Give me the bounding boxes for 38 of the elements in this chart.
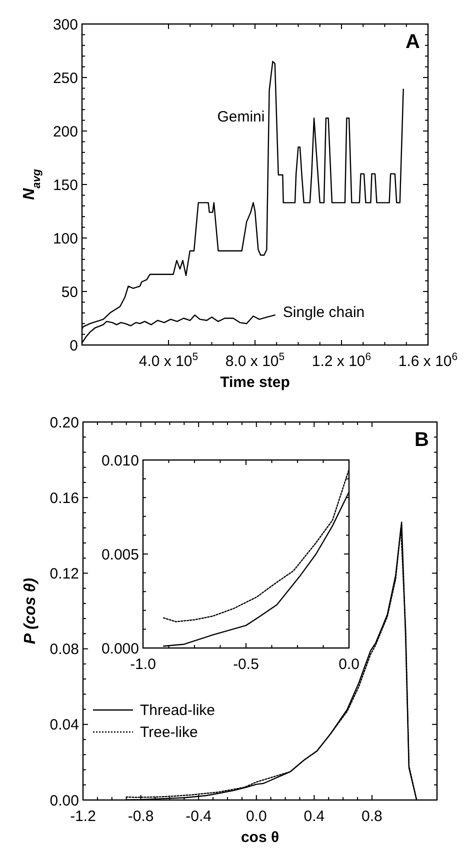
x-tick-label: -0.4 [186, 808, 212, 825]
x-tick-label: -0.8 [128, 808, 154, 825]
x-tick-label: 1.6 x 10$^{6}$ [398, 351, 458, 370]
y-tick-label: 0.010 [101, 452, 139, 470]
legend-label: Tree-like [140, 724, 198, 741]
x-tick-label: -1.2 [70, 808, 96, 825]
x-axis-title: cos θ [240, 829, 280, 846]
x-tick-label: 0.4 [304, 808, 325, 825]
annotation: B [414, 429, 429, 451]
y-axis-title: P (cos θ) [22, 578, 39, 644]
x-tick-label: 4.0 x 10$^{5}$ [138, 351, 198, 370]
x-tick-label: 0.8 [362, 808, 382, 825]
x-tick-label: -1.0 [130, 656, 156, 673]
x-tick-label: 8.0 x 10$^{5}$ [225, 351, 285, 370]
y-tick-label: 0.04 [50, 716, 79, 734]
y-tick-label: 150 [52, 176, 78, 194]
y-tick-label: 100 [52, 230, 78, 248]
y-tick-label: 0.16 [50, 490, 79, 507]
y-tick-label: 0.08 [50, 641, 79, 658]
legend-label: Thread-like [140, 702, 216, 719]
y-tick-label: 50 [61, 284, 78, 301]
y-tick-label: 0.005 [101, 546, 139, 564]
series-label: Gemini [217, 108, 265, 126]
series-label: Single chain [282, 304, 365, 322]
x-tick-label: -0.5 [233, 656, 259, 673]
x-axis-title: Time step [220, 374, 290, 391]
x-tick-label: 0.0 [338, 656, 360, 673]
y-tick-label: 0.000 [101, 640, 139, 658]
x-tick-label: 0.0 [246, 808, 267, 825]
y-tick-label: 250 [52, 70, 78, 87]
y-tick-label: 0.20 [50, 414, 79, 432]
annotation: A [406, 31, 420, 53]
y-tick-label: 0 [70, 337, 78, 354]
y-tick-label: 300 [52, 16, 78, 34]
y-tick-label: 0.00 [50, 792, 79, 810]
y-tick-label: 200 [52, 123, 78, 140]
x-tick-label: 1.2 x 10$^{6}$ [312, 351, 372, 370]
y-tick-label: 0.12 [50, 565, 79, 582]
